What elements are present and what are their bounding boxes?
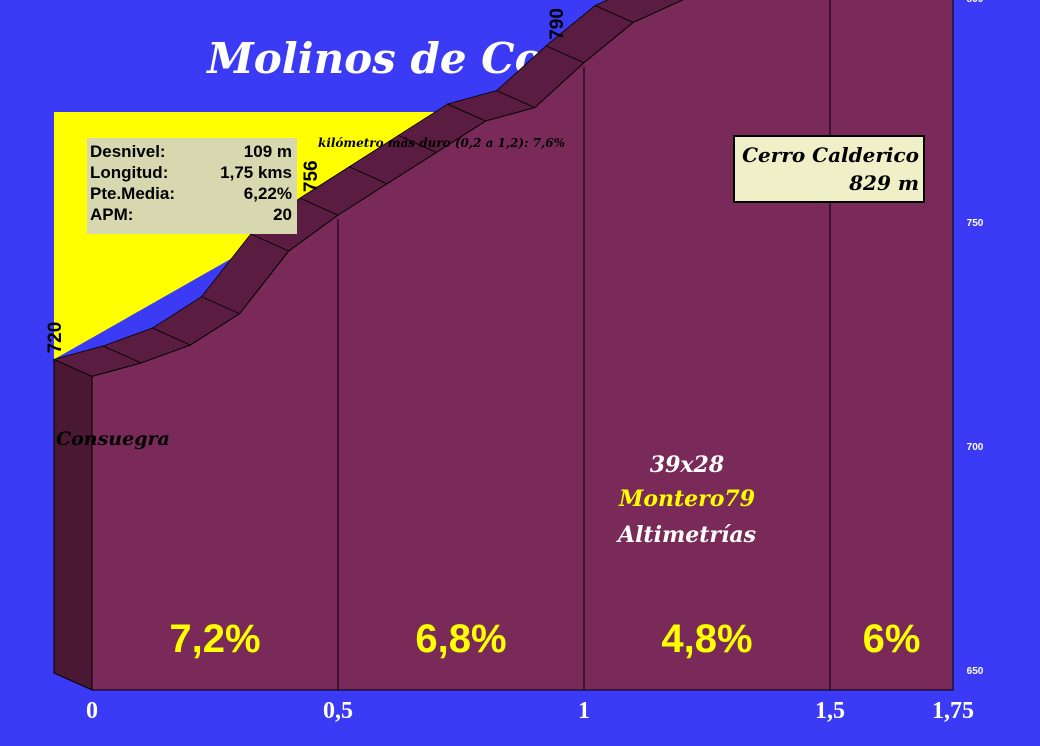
stat-row: APM: 20 bbox=[90, 204, 294, 225]
stat-value: 109 m bbox=[243, 142, 292, 161]
hardest-km-note: kilómetro más duro (0,2 a 1,2): 7,6% bbox=[318, 136, 565, 150]
segment-gradient-label: 7,2% bbox=[169, 617, 260, 661]
profile-side bbox=[53, 358, 93, 691]
x-tick-label: 0 bbox=[86, 698, 98, 724]
segment-dividers bbox=[337, 0, 831, 690]
segment-gradient-label: 4,8% bbox=[661, 617, 752, 661]
stat-row: Desnivel: 109 m bbox=[90, 141, 294, 162]
segment-gradient-label: 6,8% bbox=[415, 617, 506, 661]
altitude-label: 720 bbox=[45, 322, 66, 354]
altitude-label: 790 bbox=[547, 8, 568, 40]
x-tick-label: 1,75 bbox=[932, 698, 974, 724]
site-credit: Altimetrías bbox=[618, 522, 756, 548]
summit-altitude: 829 m bbox=[849, 171, 919, 195]
x-tick-label: 1 bbox=[578, 698, 590, 724]
summit-sign: Cerro Calderico 829 m bbox=[733, 135, 925, 203]
segment-gradients: 7,2% 6,8% 4,8% 6% bbox=[169, 617, 920, 661]
stat-value: 20 bbox=[273, 205, 292, 224]
x-axis-ticks: 0 0,5 1 1,5 1,75 bbox=[86, 698, 974, 724]
point-labels: 720756790814 bbox=[45, 8, 568, 354]
profile-left-face bbox=[53, 358, 93, 691]
stat-label: APM: bbox=[90, 205, 134, 224]
y-tick-label: 750 bbox=[967, 218, 984, 229]
x-tick-label: 0,5 bbox=[323, 698, 353, 724]
altitude-label: 756 bbox=[301, 160, 322, 192]
y-axis-ticks: 900850800750700650 bbox=[967, 0, 984, 677]
y-tick-label: 650 bbox=[967, 666, 984, 677]
stat-label: Longitud: bbox=[90, 163, 169, 182]
summit-name: Cerro Calderico bbox=[742, 143, 919, 167]
stat-value: 6,22% bbox=[243, 184, 292, 203]
stats-panel: Desnivel: 109 m Longitud: 1,75 kms Pte.M… bbox=[87, 138, 297, 234]
y-tick-label: 800 bbox=[967, 0, 984, 5]
segment-gradient-label: 6% bbox=[863, 617, 921, 661]
stat-row: Longitud: 1,75 kms bbox=[90, 162, 294, 183]
gear-ratio: 39x28 bbox=[649, 452, 725, 478]
profile-area bbox=[52, 0, 954, 691]
y-tick-label: 700 bbox=[967, 442, 984, 453]
stat-row: Pte.Media: 6,22% bbox=[90, 183, 294, 204]
stat-value: 1,75 kms bbox=[220, 163, 292, 182]
stat-label: Pte.Media: bbox=[90, 184, 176, 203]
start-location: Consuegra bbox=[56, 428, 170, 450]
x-tick-label: 1,5 bbox=[815, 698, 845, 724]
stat-label: Desnivel: bbox=[90, 142, 166, 161]
author-credit: Montero79 bbox=[618, 486, 756, 512]
